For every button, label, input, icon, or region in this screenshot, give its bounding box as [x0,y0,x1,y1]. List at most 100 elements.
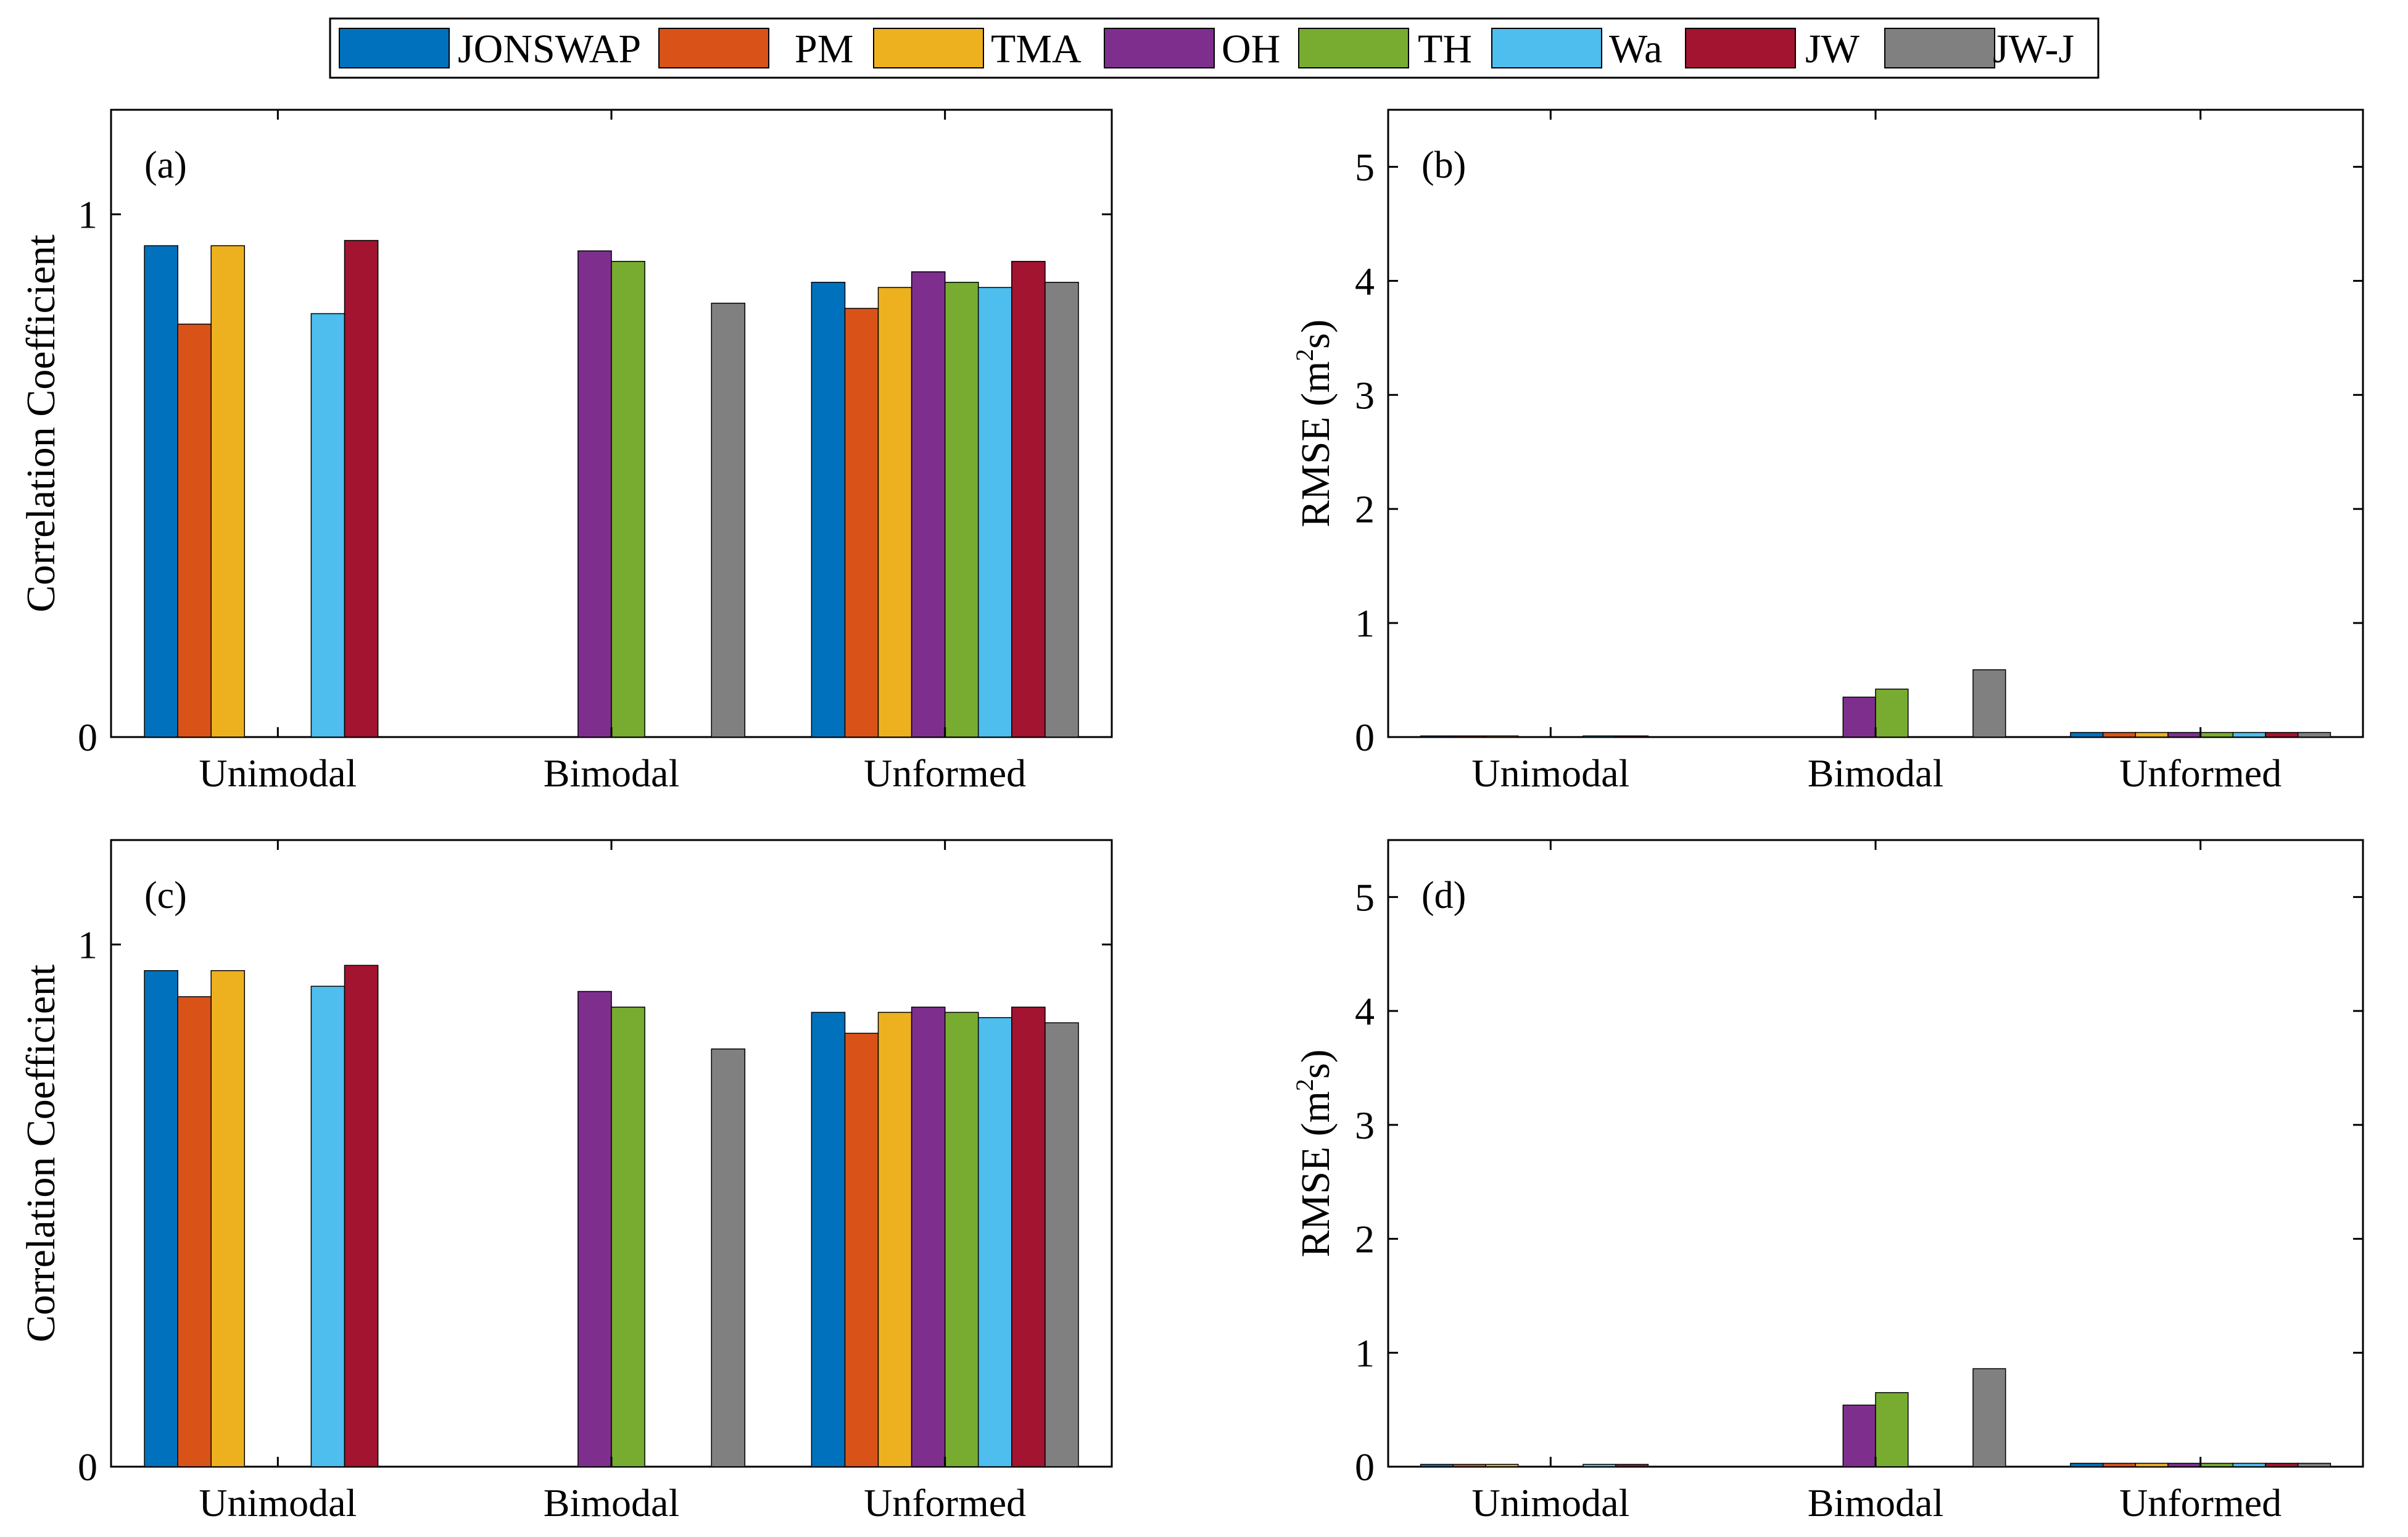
y-tick-label: 2 [1355,487,1375,531]
panel-b: 0 1 2 3 4 5 Unimodal Bimodal Unformed (b) RMSE (m2… [1291,109,2364,795]
bar-jonswap-unimodal [144,970,178,1467]
x-tick-label-unformed: Unformed [864,1481,1026,1525]
y-tick-label: 0 [78,715,97,759]
bar-wa-unformed [977,287,1012,738]
bar-jw-j-bimodal [1972,669,2006,738]
y-tick-label: 3 [1355,373,1375,417]
legend-label-th: TH [1418,27,1472,72]
bar-th-bimodal [611,1007,645,1467]
legend-label-jw: JW [1805,27,1860,72]
panel-label: (d) [1421,875,1466,917]
bar-th-bimodal [1875,688,1909,738]
bar-wa-unimodal [310,986,345,1467]
panel-label: (c) [144,875,187,917]
bar-oh-unformed [2167,731,2201,738]
bar-pm-unimodal [1452,1464,1486,1467]
bar-tma-unformed [2135,731,2169,738]
x-tick-label-unimodal: Unimodal [199,751,357,795]
legend-swatch-oh [1104,28,1215,68]
x-tick-label-bimodal: Bimodal [1808,1481,1943,1525]
x-tick-label-bimodal: Bimodal [544,1481,679,1525]
bar-th-bimodal [1875,1392,1909,1467]
bar-jonswap-unformed [2070,731,2104,738]
bar-jw-j-bimodal [711,302,746,738]
legend-label-pm: PM [795,27,853,72]
bar-jonswap-unformed [2070,1462,2104,1467]
panel-label: (b) [1421,144,1466,186]
y-axis-label: Correlation Coefficient [19,234,64,612]
bar-tma-unformed [2135,1462,2169,1467]
bar-jw-unformed [2265,1462,2299,1467]
bar-wa-unformed [2232,1462,2266,1467]
bar-th-bimodal [611,261,645,738]
legend-entry-pm: PM [658,27,853,72]
bar-tma-unimodal [210,970,246,1467]
bars [1420,1368,2331,1467]
panel-c: 0 1 Unimodal Bimodal Unformed (c) Correlation … [19,839,1113,1525]
x-tick-label-bimodal: Bimodal [544,751,679,795]
bar-wa-unformed [2232,731,2266,738]
bar-pm-unformed [844,308,879,738]
legend-entry-wa: Wa [1491,27,1662,72]
legend-swatch-jw-j [1884,28,1995,68]
bar-pm-unimodal [177,996,212,1467]
bar-oh-bimodal [1842,696,1876,738]
bar-jw-unimodal [1615,1464,1649,1467]
legend-entry-oh: OH [1104,27,1280,72]
bars [1420,669,2331,738]
bar-th-unformed [944,281,979,738]
y-tick-label: 0 [78,1445,97,1489]
legend: JONSWAP PM TMA OH TH Wa JW JW-J [329,17,2100,79]
legend-label-jonswap: JONSWAP [458,27,641,72]
legend-label-oh: OH [1222,27,1280,72]
y-tick-label: 1 [1355,601,1375,645]
panel-label: (a) [144,144,187,186]
legend-swatch-wa [1491,28,1602,68]
y-axis-label: RMSE (m2s) [1291,319,1338,527]
bar-oh-bimodal [577,991,612,1467]
bar-oh-bimodal [1842,1404,1876,1467]
bar-jonswap-unformed [811,1012,846,1467]
bar-oh-unformed [911,271,946,738]
bar-oh-bimodal [577,250,612,738]
y-tick-label: 1 [78,193,97,237]
panel-d: 0 1 2 3 4 5 Unimodal Bimodal Unformed (d) RMSE (m2… [1291,839,2364,1525]
bar-th-unformed [944,1012,979,1467]
bar-wa-unimodal [1583,1464,1616,1467]
bar-jonswap-unimodal [1420,735,1454,738]
bar-jw-j-bimodal [1972,1368,2006,1467]
legend-entry-jw-j: JW-J [1884,27,2074,72]
y-tick-label: 0 [1355,1445,1375,1489]
legend-entry-th: TH [1298,27,1472,72]
x-tick-label-unformed: Unformed [2119,751,2282,795]
y-tick-label: 2 [1355,1218,1375,1261]
legend-swatch-jonswap [339,28,450,68]
bar-th-unformed [2199,731,2234,738]
legend-entry-jonswap: JONSWAP [339,27,641,72]
legend-entry-tma: TMA [873,27,1082,72]
bar-jw-j-unformed [1045,281,1079,738]
y-tick-label: 1 [78,923,97,966]
y-tick-label: 5 [1355,875,1375,919]
legend-label-tma: TMA [991,27,1082,72]
bar-jw-unimodal [344,240,379,738]
y-tick-label: 4 [1355,989,1375,1033]
bar-jw-unformed [2265,731,2299,738]
x-tick-label-unformed: Unformed [2119,1481,2282,1525]
bars [144,240,1079,738]
legend-label-wa: Wa [1609,27,1662,72]
bar-th-unformed [2199,1462,2234,1467]
legend-entry-jw: JW [1685,27,1860,72]
bar-pm-unformed [844,1032,879,1467]
y-tick-label: 3 [1355,1103,1375,1147]
bar-jonswap-unimodal [144,245,178,738]
bar-jonswap-unimodal [1420,1464,1454,1467]
legend-swatch-jw [1685,28,1796,68]
x-tick-label-unformed: Unformed [864,751,1026,795]
bar-jw-unformed [1011,261,1046,738]
bar-tma-unformed [877,1012,912,1467]
bar-wa-unimodal [1583,735,1616,738]
bar-tma-unformed [877,287,912,738]
